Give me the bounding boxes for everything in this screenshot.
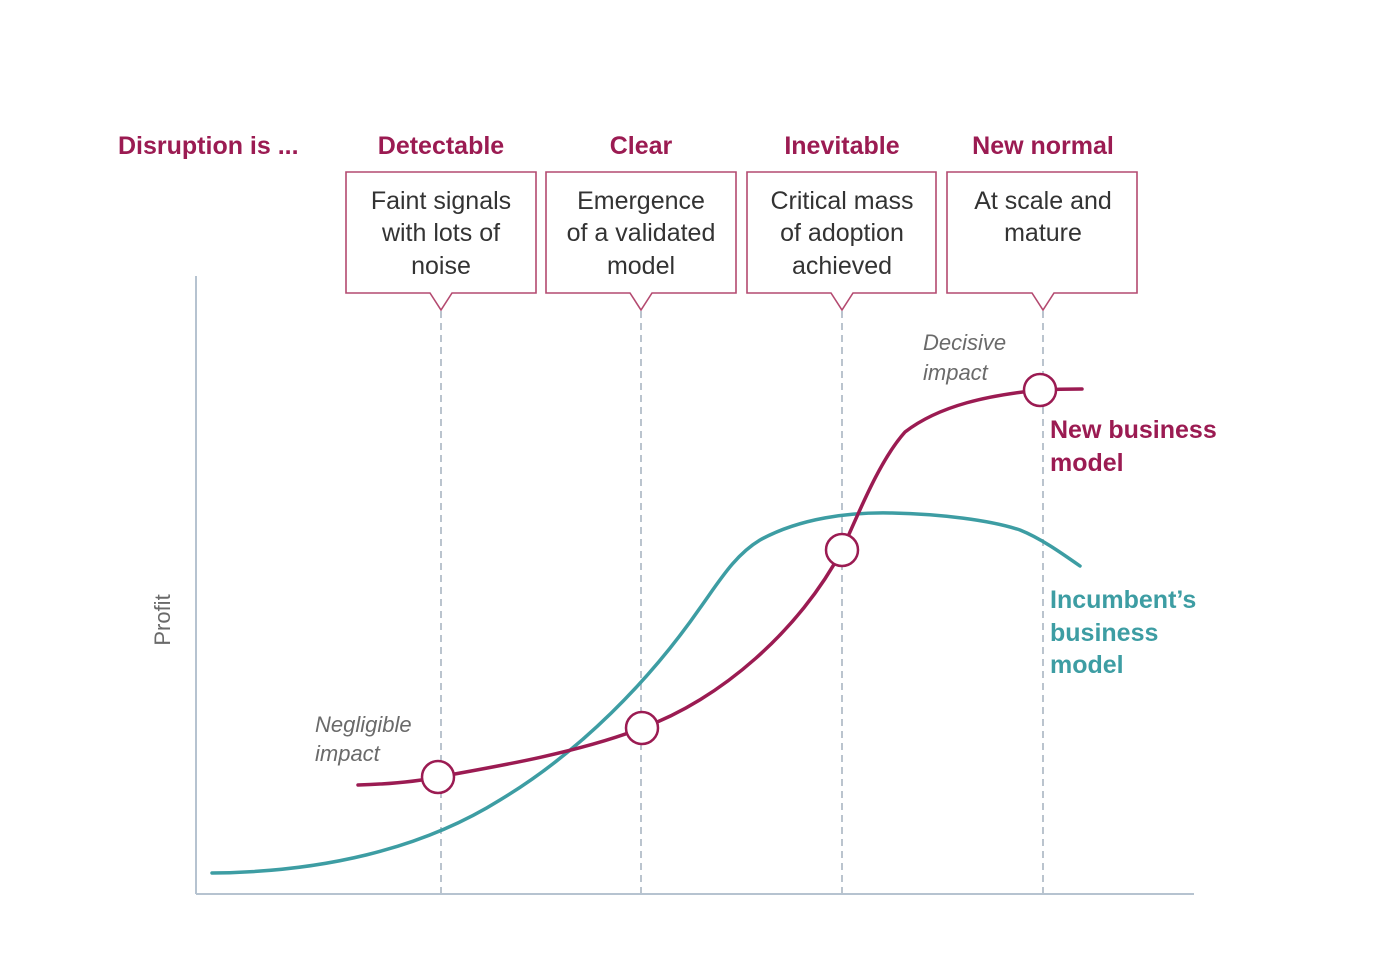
- stage-box-new-normal: At scale and mature: [946, 171, 1138, 312]
- annotation-decisive-line2: impact: [923, 360, 989, 385]
- label-incumbent-line3: model: [1050, 651, 1124, 679]
- box-line: of a validated: [567, 219, 716, 247]
- stage-box-clear: Emergence of a validated model: [545, 171, 737, 312]
- box-line: Emergence: [577, 187, 705, 215]
- box-line: Faint signals: [371, 187, 511, 215]
- box-line: of adoption: [780, 219, 904, 247]
- annotation-decisive-line1: Decisive: [923, 330, 1006, 355]
- annotation-negligible-line1: Negligible: [315, 712, 412, 737]
- marker-clear: [624, 710, 660, 746]
- stage-label-detectable: Detectable: [378, 132, 505, 160]
- header-lead: Disruption is ...: [118, 132, 299, 160]
- stage-box-inevitable: Critical mass of adoption achieved: [746, 171, 937, 312]
- box-line: model: [607, 252, 675, 280]
- incumbent-curve: [210, 511, 1082, 875]
- stage-label-inevitable: Inevitable: [784, 132, 899, 160]
- marker-decisive: [1022, 372, 1058, 408]
- box-line: with lots of: [381, 219, 500, 247]
- label-new-business-line1: New business: [1050, 416, 1217, 444]
- box-line: noise: [411, 252, 471, 280]
- stage-label-clear: Clear: [610, 132, 673, 160]
- marker-inevitable: [824, 532, 860, 568]
- stage-box-detectable: Faint signals with lots of noise: [345, 171, 537, 312]
- annotation-negligible-line2: impact: [315, 741, 381, 766]
- stage-label-new-normal: New normal: [972, 132, 1114, 160]
- marker-negligible: [420, 759, 456, 795]
- y-axis-label: Profit: [150, 594, 175, 645]
- box-line: achieved: [792, 252, 892, 280]
- new-business-curve: [356, 387, 1084, 787]
- box-line: mature: [1004, 219, 1082, 247]
- box-line: Critical mass: [770, 187, 913, 215]
- label-incumbent-line1: Incumbent’s: [1050, 586, 1196, 614]
- box-line: At scale and: [974, 187, 1112, 215]
- label-incumbent-line2: business: [1050, 619, 1158, 647]
- label-new-business-line2: model: [1050, 449, 1124, 477]
